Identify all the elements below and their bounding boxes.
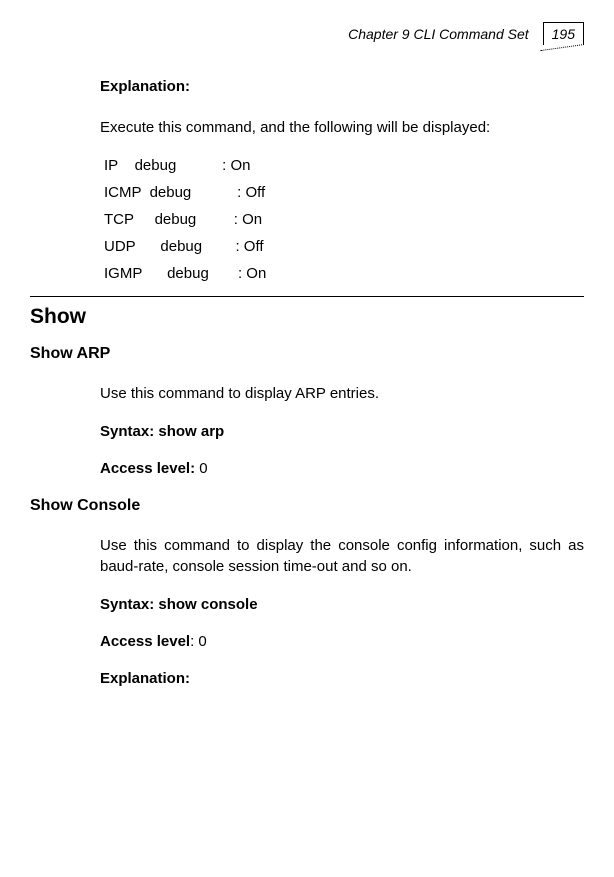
- page-number: 195: [543, 22, 584, 45]
- header-dotted-decoration: [540, 44, 584, 51]
- access-value: 0: [195, 460, 208, 477]
- page-content: Explanation: Execute this command, and t…: [0, 78, 614, 687]
- debug-row: UDP debug : Off: [104, 238, 584, 255]
- explanation-label: Explanation:: [100, 78, 584, 95]
- show-arp-body: Use this command to display ARP entries.…: [100, 383, 584, 477]
- show-console-desc: Use this command to display the console …: [100, 535, 584, 579]
- show-console-syntax: Syntax: show console: [100, 596, 584, 613]
- explanation-intro: Execute this command, and the following …: [100, 117, 584, 139]
- chapter-title: Chapter 9 CLI Command Set: [348, 26, 529, 42]
- show-arp-heading: Show ARP: [30, 345, 584, 363]
- section-divider: [30, 296, 584, 297]
- debug-output-list: IP debug : On ICMP debug : Off TCP debug…: [104, 157, 584, 282]
- debug-row: IGMP debug : On: [104, 265, 584, 282]
- debug-row: ICMP debug : Off: [104, 184, 584, 201]
- show-console-body: Use this command to display the console …: [100, 535, 584, 688]
- show-console-explanation-label: Explanation:: [100, 670, 584, 687]
- show-heading: Show: [30, 305, 584, 329]
- show-console-heading: Show Console: [30, 497, 584, 515]
- access-label: Access level: [100, 633, 190, 650]
- show-arp-desc: Use this command to display ARP entries.: [100, 383, 584, 405]
- explanation-section: Explanation: Execute this command, and t…: [100, 78, 584, 282]
- page-header: Chapter 9 CLI Command Set 195: [348, 22, 584, 45]
- show-arp-syntax: Syntax: show arp: [100, 423, 584, 440]
- access-label: Access level:: [100, 460, 195, 477]
- debug-row: IP debug : On: [104, 157, 584, 174]
- show-arp-access: Access level: 0: [100, 460, 584, 477]
- show-console-access: Access level: 0: [100, 633, 584, 650]
- access-value: : 0: [190, 633, 207, 650]
- debug-row: TCP debug : On: [104, 211, 584, 228]
